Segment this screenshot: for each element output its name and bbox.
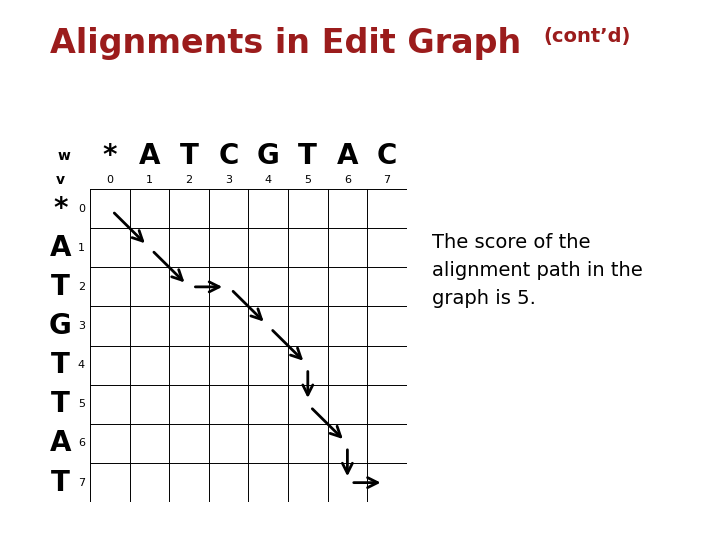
Text: 5: 5 <box>305 176 311 185</box>
Text: A: A <box>50 234 71 262</box>
Text: 1: 1 <box>78 242 85 253</box>
Text: T: T <box>51 351 70 379</box>
Text: T: T <box>51 469 70 497</box>
Text: 7: 7 <box>78 477 85 488</box>
Text: T: T <box>51 273 70 301</box>
Text: v: v <box>56 173 65 187</box>
Text: 3: 3 <box>78 321 85 331</box>
Text: 6: 6 <box>78 438 85 449</box>
Text: 0: 0 <box>107 176 113 185</box>
Text: G: G <box>49 312 72 340</box>
Text: A: A <box>139 141 160 170</box>
Text: T: T <box>51 390 70 418</box>
Text: 7: 7 <box>384 176 390 185</box>
Text: T: T <box>298 141 318 170</box>
Text: 5: 5 <box>78 399 85 409</box>
Text: G: G <box>257 141 279 170</box>
Text: 2: 2 <box>78 282 85 292</box>
Text: 3: 3 <box>225 176 232 185</box>
Text: 4: 4 <box>78 360 85 370</box>
Text: A: A <box>50 429 71 457</box>
Text: 1: 1 <box>146 176 153 185</box>
Text: The score of the
alignment path in the
graph is 5.: The score of the alignment path in the g… <box>432 233 643 307</box>
Text: A: A <box>337 141 358 170</box>
Text: T: T <box>179 141 199 170</box>
Text: C: C <box>377 141 397 170</box>
Text: Alignments in Edit Graph: Alignments in Edit Graph <box>50 27 522 60</box>
Text: (cont’d): (cont’d) <box>544 27 631 46</box>
Text: 4: 4 <box>265 176 271 185</box>
Text: *: * <box>53 194 68 222</box>
Text: 2: 2 <box>186 176 192 185</box>
Text: w: w <box>58 148 71 163</box>
Text: 6: 6 <box>344 176 351 185</box>
Text: 0: 0 <box>78 204 85 214</box>
Text: C: C <box>218 141 239 170</box>
Text: *: * <box>102 141 117 170</box>
